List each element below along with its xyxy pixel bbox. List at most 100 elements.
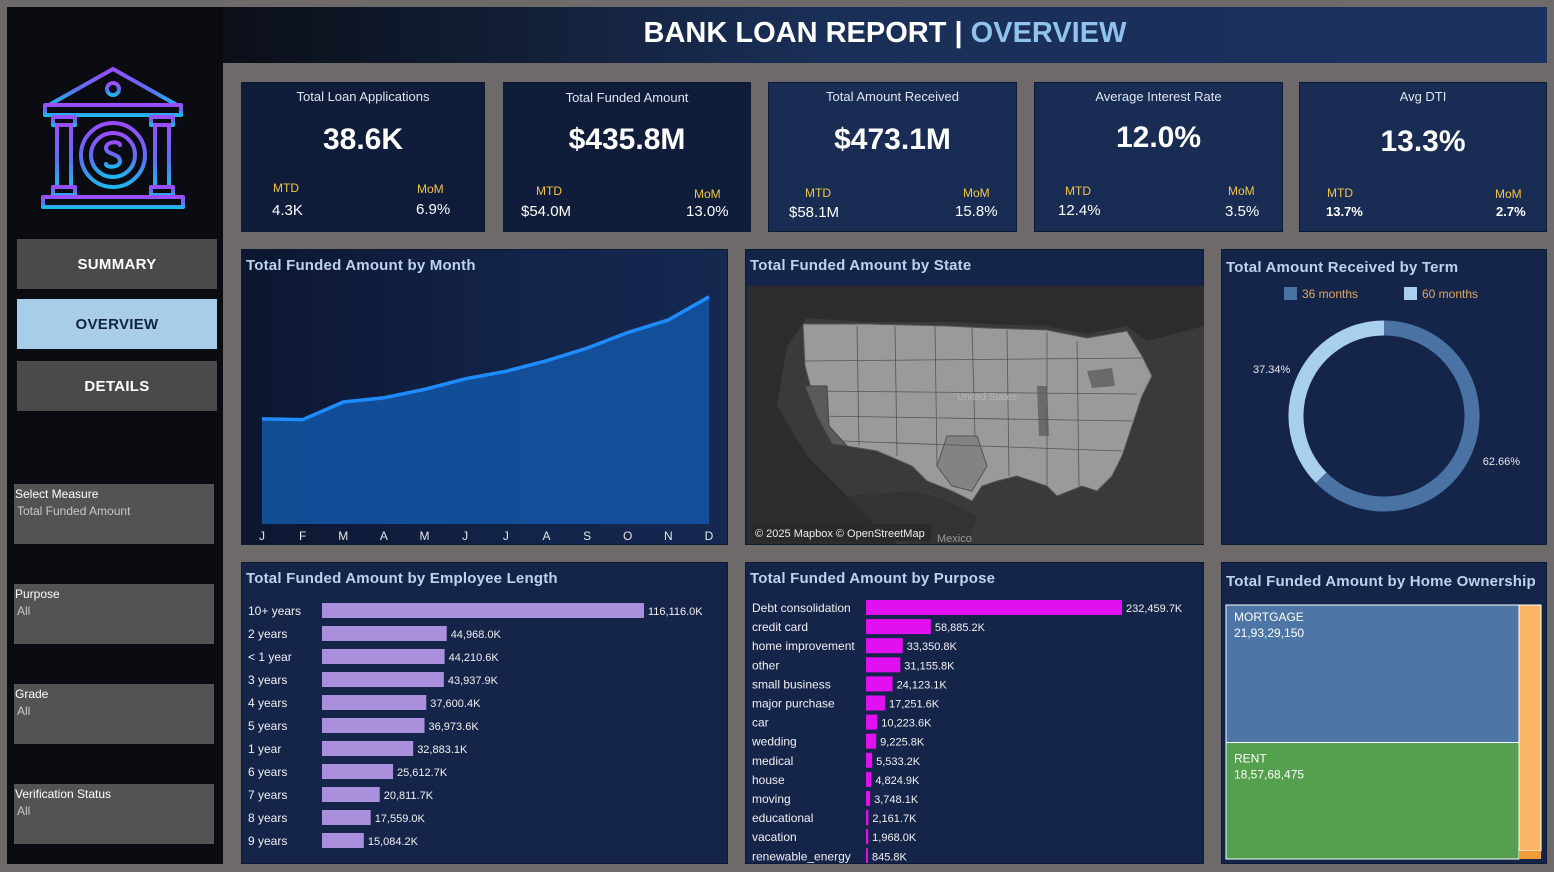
legend-label: 36 months bbox=[1302, 287, 1358, 301]
nav-details-button[interactable]: DETAILS bbox=[17, 361, 217, 411]
kpi-mom-label: MoM bbox=[1228, 184, 1255, 198]
bar-value-label: 3,748.1K bbox=[874, 794, 919, 806]
state-map[interactable]: United States © 2025 Mapbox © OpenStreet… bbox=[747, 286, 1204, 544]
bar-category-label: wedding bbox=[751, 735, 797, 749]
filter-grade[interactable]: Grade All bbox=[14, 684, 214, 744]
month-tick-label: J bbox=[503, 529, 509, 543]
bar bbox=[322, 603, 644, 618]
kpi-title: Avg DTI bbox=[1399, 89, 1447, 104]
kpi-mom-value: 15.8% bbox=[955, 203, 998, 220]
treemap-cell-other bbox=[1518, 604, 1542, 852]
bar-value-label: 31,155.8K bbox=[904, 660, 955, 672]
treemap-cell-small bbox=[1519, 851, 1541, 859]
report-header: BANK LOAN REPORT | OVERVIEW bbox=[223, 7, 1547, 63]
bar bbox=[866, 619, 931, 635]
kpi-mtd-label: MTD bbox=[536, 184, 562, 198]
filter-value: Total Funded Amount bbox=[17, 504, 131, 518]
kpi-mtd-label: MTD bbox=[805, 186, 831, 200]
month-tick-label: N bbox=[664, 529, 673, 543]
bar bbox=[866, 600, 1122, 615]
purpose-bar-chart: Debt consolidation 232,459.7K credit card 5… bbox=[751, 600, 1183, 863]
bar-category-label: 5 years bbox=[248, 719, 287, 733]
bar bbox=[322, 810, 371, 825]
filter-value: All bbox=[17, 604, 31, 618]
bar-value-label: 116,116.0K bbox=[648, 606, 703, 618]
month-tick-label: J bbox=[259, 529, 265, 543]
bar-value-label: 37,600.4K bbox=[430, 698, 481, 710]
bar bbox=[322, 787, 380, 802]
panel-funded-by-purpose: Total Funded Amount by Purpose Debt cons… bbox=[745, 562, 1204, 864]
kpi-value: $435.8M bbox=[568, 123, 686, 156]
treemap-label: MORTGAGE bbox=[1234, 610, 1304, 624]
bar-value-label: 36,973.6K bbox=[429, 721, 480, 733]
filter-label: Grade bbox=[15, 687, 49, 701]
map-label-country: United States bbox=[957, 392, 1017, 403]
bar-value-label: 58,885.2K bbox=[935, 622, 986, 634]
page-title: BANK LOAN REPORT | OVERVIEW bbox=[223, 17, 1547, 50]
kpi-value: $473.1M bbox=[834, 123, 951, 156]
panel-title: Total Amount Received by Term bbox=[1226, 259, 1459, 276]
bar-value-label: 25,612.7K bbox=[397, 767, 448, 779]
map-label-mexico: Mexico bbox=[937, 533, 972, 544]
bar-category-label: house bbox=[752, 773, 785, 787]
bar bbox=[322, 626, 447, 641]
kpi-mom-label: MoM bbox=[963, 186, 990, 200]
bar-category-label: 2 years bbox=[248, 627, 287, 641]
kpi-mom-label: MoM bbox=[1495, 187, 1522, 201]
sidebar: SUMMARY OVERVIEW DETAILS Select Measure … bbox=[7, 7, 223, 864]
kpi-title: Total Funded Amount bbox=[565, 90, 689, 105]
page-title-main: BANK LOAN REPORT | bbox=[643, 17, 971, 49]
kpi-mtd-value: $58.1M bbox=[789, 204, 840, 221]
bar-category-label: < 1 year bbox=[248, 650, 292, 664]
filter-select-measure[interactable]: Select Measure Total Funded Amount bbox=[14, 484, 214, 544]
panel-title: Total Funded Amount by Purpose bbox=[750, 570, 996, 587]
donut-slice bbox=[1315, 320, 1480, 512]
filter-verification-status[interactable]: Verification Status All bbox=[14, 784, 214, 844]
kpi-average-interest-rate: Average Interest Rate 12.0% MTD 12.4% Mo… bbox=[1034, 82, 1283, 232]
filter-label: Verification Status bbox=[15, 787, 112, 801]
month-tick-label: J bbox=[462, 529, 468, 543]
kpi-mom-value: 13.0% bbox=[686, 203, 729, 220]
month-tick-label: M bbox=[420, 529, 430, 543]
bar-category-label: 6 years bbox=[248, 765, 287, 779]
bar bbox=[322, 695, 427, 710]
bar-value-label: 43,937.9K bbox=[448, 675, 499, 687]
nav-overview-button[interactable]: OVERVIEW bbox=[17, 299, 217, 349]
bar bbox=[322, 833, 364, 848]
donut-slice bbox=[1288, 320, 1385, 483]
kpi-mtd-value: $54.0M bbox=[521, 203, 572, 220]
map-attribution: © 2025 Mapbox © OpenStreetMap bbox=[755, 528, 925, 540]
panel-received-by-term: Total Amount Received by Term 36 months 6… bbox=[1221, 249, 1547, 545]
filter-value: All bbox=[17, 704, 31, 718]
bar bbox=[322, 718, 425, 733]
bar bbox=[322, 672, 444, 687]
bar-category-label: 9 years bbox=[248, 834, 287, 848]
legend-label: 60 months bbox=[1422, 287, 1478, 301]
filter-purpose[interactable]: Purpose All bbox=[14, 584, 214, 644]
nav-summary-button[interactable]: SUMMARY bbox=[17, 239, 217, 289]
bar-value-label: 10,223.6K bbox=[881, 718, 932, 730]
bar bbox=[866, 752, 873, 768]
bar-category-label: 7 years bbox=[248, 788, 287, 802]
page-title-accent: OVERVIEW bbox=[970, 17, 1127, 49]
kpi-mom-value: 2.7% bbox=[1496, 204, 1526, 219]
month-tick-label: D bbox=[705, 529, 714, 543]
month-tick-label: S bbox=[583, 529, 591, 543]
panel-funded-by-home-ownership: Total Funded Amount by Home Ownership MO… bbox=[1221, 562, 1547, 864]
kpi-mtd-value: 13.7% bbox=[1326, 204, 1363, 219]
month-tick-label: O bbox=[623, 529, 632, 543]
bar bbox=[322, 649, 445, 664]
donut-data-label: 62.66% bbox=[1483, 456, 1521, 468]
bar-value-label: 5,533.2K bbox=[876, 756, 921, 768]
panel-title: Total Funded Amount by Employee Length bbox=[246, 570, 558, 587]
kpi-total-amount-received: Total Amount Received $473.1M MTD $58.1M… bbox=[768, 82, 1017, 232]
treemap-value: 21,93,29,150 bbox=[1234, 626, 1304, 640]
bank-logo-icon bbox=[41, 67, 185, 209]
bar-category-label: moving bbox=[752, 792, 791, 806]
bar-value-label: 845.8K bbox=[872, 851, 908, 863]
bar bbox=[866, 791, 871, 806]
bar-category-label: vacation bbox=[752, 830, 797, 844]
month-tick-label: A bbox=[542, 529, 550, 543]
bar-category-label: car bbox=[752, 716, 769, 730]
bar bbox=[866, 810, 869, 826]
